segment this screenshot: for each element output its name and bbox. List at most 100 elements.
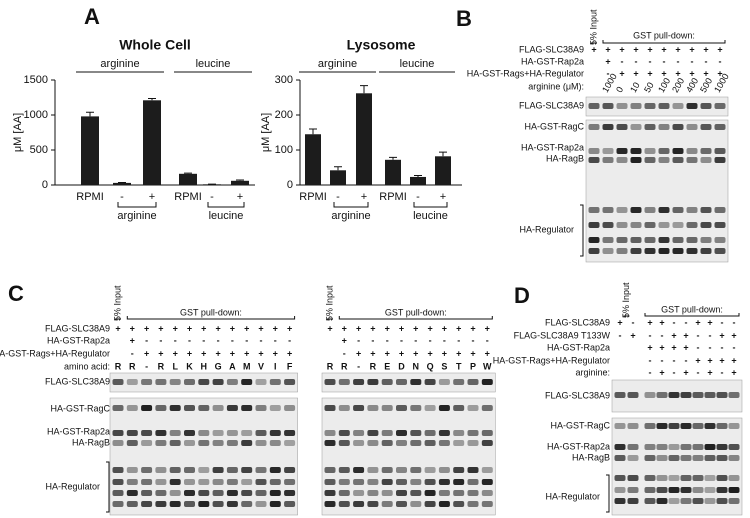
lane-sign: + bbox=[717, 68, 722, 78]
lane-sign: + bbox=[158, 323, 163, 333]
row-label: HA-GST-Rags+HA-Regulator bbox=[493, 355, 610, 365]
band bbox=[198, 405, 210, 411]
band bbox=[226, 490, 238, 496]
blot-label: HA-GST-RagC bbox=[550, 420, 610, 430]
regulator-bracket bbox=[106, 461, 110, 513]
band bbox=[241, 379, 253, 385]
band bbox=[467, 430, 479, 436]
band bbox=[686, 222, 698, 228]
lane-sign: - bbox=[231, 335, 234, 345]
band bbox=[241, 501, 253, 507]
lane-sign: - bbox=[472, 335, 475, 345]
band bbox=[324, 430, 336, 436]
band bbox=[255, 440, 267, 446]
band bbox=[616, 237, 628, 243]
band bbox=[714, 248, 726, 254]
band bbox=[672, 103, 684, 109]
band bbox=[198, 379, 210, 385]
lane-sign: + bbox=[342, 323, 347, 333]
band bbox=[656, 423, 668, 429]
band bbox=[700, 248, 712, 254]
lane-value: 100 bbox=[656, 76, 672, 94]
lane-sign: + bbox=[591, 44, 596, 54]
band bbox=[686, 103, 698, 109]
band bbox=[686, 248, 698, 254]
bar bbox=[385, 159, 401, 185]
band bbox=[353, 479, 365, 485]
lane-sign: + bbox=[683, 342, 688, 352]
regulator-bracket bbox=[580, 204, 584, 257]
band bbox=[184, 440, 195, 446]
band bbox=[627, 498, 639, 504]
lane-sign: + bbox=[456, 323, 461, 333]
band bbox=[155, 430, 167, 436]
lane-sign: + bbox=[130, 323, 135, 333]
band bbox=[700, 124, 712, 130]
lane-value: 50 bbox=[642, 81, 656, 95]
lane-sign: - bbox=[697, 367, 700, 377]
lane-sign: + bbox=[173, 323, 178, 333]
lane-sign: - bbox=[649, 330, 652, 340]
band bbox=[481, 440, 493, 446]
band bbox=[367, 501, 379, 507]
band bbox=[396, 405, 407, 411]
bracket-label: arginine bbox=[117, 210, 156, 222]
band bbox=[686, 148, 698, 154]
lane-sign: - bbox=[429, 335, 432, 345]
band bbox=[367, 490, 379, 496]
lane-sign: + bbox=[671, 342, 676, 352]
band bbox=[453, 467, 465, 473]
blot-label: HA-GST-RagC bbox=[524, 121, 584, 131]
lane-sign: + bbox=[619, 44, 624, 54]
band bbox=[728, 392, 740, 398]
lane-sign: + bbox=[661, 44, 666, 54]
band bbox=[630, 103, 642, 109]
band bbox=[467, 379, 479, 385]
band bbox=[616, 124, 628, 130]
band bbox=[396, 490, 407, 496]
band bbox=[658, 157, 670, 163]
band bbox=[453, 430, 465, 436]
band bbox=[644, 148, 656, 154]
band bbox=[714, 103, 726, 109]
x-tick-label: - bbox=[416, 191, 420, 203]
band bbox=[716, 392, 728, 398]
band bbox=[381, 467, 393, 473]
lane-sign: + bbox=[287, 348, 292, 358]
y-tick-label: 0 bbox=[42, 179, 48, 191]
band bbox=[353, 405, 365, 411]
band bbox=[126, 379, 138, 385]
x-tick-label: + bbox=[237, 191, 243, 203]
lane-sign: W bbox=[483, 361, 492, 371]
lane-sign: + bbox=[399, 323, 404, 333]
band bbox=[658, 222, 670, 228]
bar bbox=[305, 134, 321, 185]
band bbox=[716, 487, 728, 493]
lane-sign: + bbox=[456, 348, 461, 358]
band bbox=[338, 467, 350, 473]
band bbox=[672, 237, 684, 243]
band bbox=[367, 430, 379, 436]
band bbox=[184, 501, 195, 507]
band bbox=[169, 405, 181, 411]
band bbox=[226, 467, 238, 473]
lane-sign: - bbox=[685, 355, 688, 365]
band bbox=[212, 379, 224, 385]
band bbox=[630, 248, 642, 254]
band bbox=[714, 148, 726, 154]
lane-sign: + bbox=[370, 323, 375, 333]
lane-sign: + bbox=[707, 317, 712, 327]
band bbox=[338, 501, 350, 507]
lane-sign: - bbox=[635, 56, 638, 66]
band bbox=[381, 479, 393, 485]
band bbox=[353, 440, 365, 446]
lane-sign: + bbox=[258, 323, 263, 333]
lane-sign: I bbox=[274, 361, 277, 371]
pulldown-label: GST pull-down: bbox=[633, 30, 695, 40]
y-tick-label: 200 bbox=[275, 109, 293, 121]
band bbox=[338, 379, 350, 385]
band bbox=[728, 498, 740, 504]
band bbox=[453, 440, 465, 446]
band bbox=[668, 498, 680, 504]
lane-sign: + bbox=[671, 330, 676, 340]
